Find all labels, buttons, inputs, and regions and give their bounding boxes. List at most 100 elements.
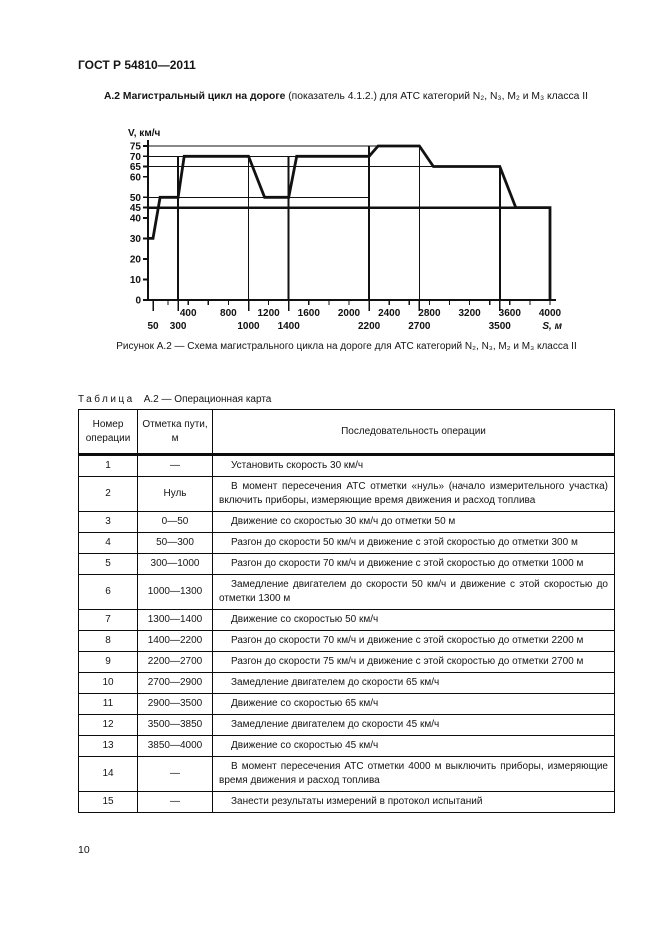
svg-text:30: 30	[130, 234, 142, 245]
svg-text:40: 40	[130, 213, 142, 224]
table-row: 10 2700—2900 Замедление двигателем до скор…	[78, 672, 615, 694]
op-sequence-cell: Разгон до скорости 70 км/ч и движение с …	[212, 553, 615, 575]
svg-text:45: 45	[130, 203, 142, 214]
op-sequence-cell: Замедление двигателем до скорости 65 км/…	[212, 672, 615, 694]
column-header-operation-sequence: Последовательность операции	[212, 409, 615, 456]
op-number-cell: 8	[78, 630, 138, 652]
path-mark-cell: 1000—1300	[137, 574, 213, 610]
table-row: 9 2200—2700 Разгон до скорости 75 км/ч и д…	[78, 651, 615, 673]
table-row: 8 1400—2200 Разгон до скорости 70 км/ч и д…	[78, 630, 615, 652]
speed-curve	[148, 144, 552, 300]
path-mark-cell: 2200—2700	[137, 651, 213, 673]
svg-text:800: 800	[220, 308, 237, 319]
svg-text:4000: 4000	[539, 308, 562, 319]
svg-text:2000: 2000	[338, 308, 361, 319]
op-number-cell: 10	[78, 672, 138, 694]
op-number-cell: 12	[78, 714, 138, 736]
op-sequence-cell: Движение со скоростью 50 км/ч	[212, 609, 615, 631]
path-mark-cell: Нуль	[137, 476, 213, 512]
op-number-cell: 7	[78, 609, 138, 631]
table-row: 2 Нуль В момент пересечения АТС отметки «н…	[78, 476, 615, 512]
op-sequence-cell: Движение со скоростью 65 км/ч	[212, 693, 615, 715]
series	[148, 144, 552, 300]
figure-caption: Рисунок А.2 — Схема магистрального цикла…	[116, 341, 577, 352]
table-label-word: Таблица	[78, 394, 135, 405]
path-mark-cell: 2700—2900	[137, 672, 213, 694]
v-gridlines	[177, 146, 501, 300]
op-number-cell: 6	[78, 574, 138, 610]
axes	[147, 140, 556, 301]
operations-table-head: Номер операции Отметка пути, м Последова…	[78, 409, 615, 456]
path-mark-cell: 3500—3850	[137, 714, 213, 736]
svg-text:1400: 1400	[278, 321, 301, 332]
path-mark-cell: 0—50	[137, 511, 213, 533]
op-number-cell: 9	[78, 651, 138, 673]
table-label: Таблица А.2 — Операционная карта	[78, 394, 271, 405]
table-label-rest: А.2 — Операционная карта	[143, 394, 272, 405]
op-number-cell: 3	[78, 511, 138, 533]
section-title-bold: А.2 Магистральный цикл на дороге	[104, 91, 286, 102]
svg-text:3200: 3200	[458, 308, 481, 319]
op-sequence-cell: Разгон до скорости 50 км/ч и движение с …	[212, 532, 615, 554]
svg-text:70: 70	[130, 152, 142, 163]
op-sequence-cell: Занести результаты измерений в протокол …	[212, 791, 615, 813]
op-number-cell: 13	[78, 735, 138, 757]
operations-table-body: 1— Установить скорость 30 км/ч 2 Нуль В моме…	[78, 454, 615, 813]
op-sequence-cell: Разгон до скорости 75 км/ч и движение с …	[212, 651, 615, 673]
svg-text:2800: 2800	[418, 308, 441, 319]
path-mark-cell: 50—300	[137, 532, 213, 554]
svg-text:20: 20	[130, 254, 142, 265]
svg-text:400: 400	[180, 308, 197, 319]
figure-area: 0 10 20 30 40 45 50 60 65 70 75 400 800 1200 1600 2000 2…	[126, 124, 566, 336]
section-title: А.2 Магистральный цикл на дороге (показа…	[104, 91, 588, 102]
path-mark-cell: —	[137, 454, 213, 477]
table-row: 15— Занести результаты измерений в проток…	[78, 791, 615, 813]
table-row: 7 1300—1400 Движение со скоростью 50 км/ч	[78, 609, 615, 631]
page-number: 10	[78, 844, 90, 856]
table-row: 6 1000—1300 Замедление двигателем до скоро…	[78, 574, 615, 610]
table-row: 12 3500—3850 Замедление двигателем до скор…	[78, 714, 615, 736]
svg-text:50: 50	[130, 193, 142, 204]
op-sequence-cell: В момент пересечения АТС отметки «нуль» …	[212, 476, 615, 512]
svg-text:2400: 2400	[378, 308, 401, 319]
op-number-cell: 15	[78, 791, 138, 813]
svg-text:50: 50	[147, 321, 159, 332]
op-number-cell: 1	[78, 454, 138, 477]
svg-text:2200: 2200	[358, 321, 381, 332]
path-mark-cell: 1400—2200	[137, 630, 213, 652]
axis-ticks	[143, 145, 551, 311]
document-standard-number: ГОСТ Р 54810—2011	[78, 58, 196, 72]
svg-text:1000: 1000	[237, 321, 260, 332]
table-row: 3 0—50 Движение со скоростью 30 км/ч до от…	[78, 511, 615, 533]
svg-text:0: 0	[135, 296, 141, 307]
op-sequence-cell: Движение со скоростью 30 км/ч до отметки…	[212, 511, 615, 533]
path-mark-cell: 300—1000	[137, 553, 213, 575]
table-row: 14— В момент пересечения АТС отметки 4000…	[78, 756, 615, 792]
svg-text:3500: 3500	[489, 321, 512, 332]
path-mark-cell: —	[137, 756, 213, 792]
op-sequence-cell: Замедление двигателем до скорости 45 км/…	[212, 714, 615, 736]
svg-text:V, км/ч: V, км/ч	[128, 128, 160, 139]
svg-text:60: 60	[130, 172, 142, 183]
path-mark-cell: 2900—3500	[137, 693, 213, 715]
op-number-cell: 5	[78, 553, 138, 575]
svg-text:3600: 3600	[499, 308, 522, 319]
op-sequence-cell: Разгон до скорости 70 км/ч и движение с …	[212, 630, 615, 652]
path-mark-cell: 3850—4000	[137, 735, 213, 757]
svg-text:300: 300	[170, 321, 187, 332]
svg-text:65: 65	[130, 162, 142, 173]
op-sequence-cell: В момент пересечения АТС отметки 4000 м …	[212, 756, 615, 792]
section-title-rest: (показатель 4.1.2.) для АТС категорий N₂…	[285, 91, 588, 102]
svg-text:2700: 2700	[408, 321, 431, 332]
header-row: Номер операции Отметка пути, м Последова…	[78, 409, 615, 456]
column-header-operation-number: Номер операции	[78, 409, 138, 456]
op-number-cell: 4	[78, 532, 138, 554]
table-row: 13 3850—4000 Движение со скоростью 45 км/ч	[78, 735, 615, 757]
table-row: 1— Установить скорость 30 км/ч	[78, 454, 615, 477]
svg-text:1200: 1200	[257, 308, 280, 319]
op-number-cell: 2	[78, 476, 138, 512]
op-sequence-cell: Замедление двигателем до скорости 50 км/…	[212, 574, 615, 610]
op-sequence-cell: Установить скорость 30 км/ч	[212, 454, 615, 477]
